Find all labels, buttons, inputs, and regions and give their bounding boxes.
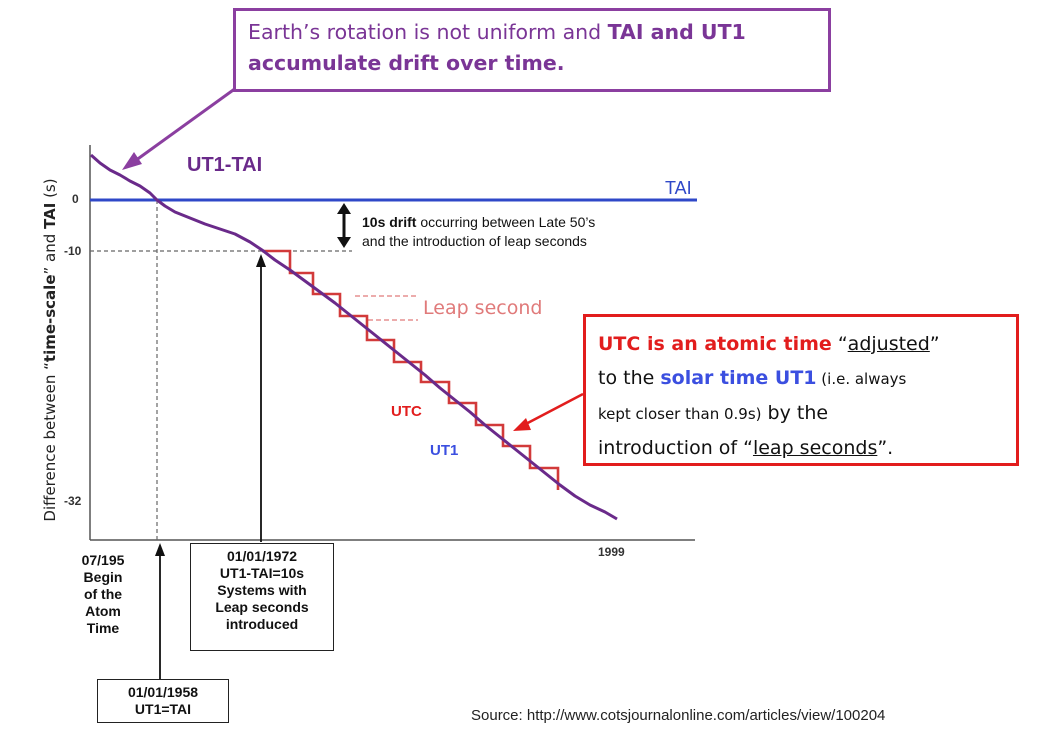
year-1999: 1999 bbox=[598, 545, 625, 559]
atom-time-l1: 07/195 bbox=[81, 552, 125, 568]
drift-callout-bold: TAI and UT1 accumulate drift over time. bbox=[248, 20, 746, 75]
box-1972-l3: Systems with bbox=[217, 582, 307, 598]
arrow-1972-head bbox=[256, 254, 266, 267]
atom-time-label: 07/195 Begin of the Atom Time bbox=[68, 552, 138, 637]
utc-callout-l4-post: ”. bbox=[877, 437, 894, 459]
ut1-tai-label: UT1-TAI bbox=[187, 154, 263, 176]
drift-callout-plain: Earth’s rotation is not uniform and bbox=[248, 20, 608, 44]
leap-second-label: Leap second bbox=[423, 297, 543, 319]
utc-callout-arrowhead bbox=[513, 418, 531, 431]
drift-note-line1: 10s drift occurring between Late 50’s bbox=[362, 214, 595, 230]
source-credit: Source: http://www.cotsjournalonline.com… bbox=[471, 707, 886, 724]
utc-callout-line4: introduction of “leap seconds”. bbox=[598, 431, 1004, 465]
y-axis-title-tai: TAI bbox=[41, 202, 59, 229]
utc-callout-l3-small: kept closer than 0.9s) bbox=[598, 405, 762, 423]
utc-callout-line3: kept closer than 0.9s) by the bbox=[598, 396, 1004, 431]
box-1958: 01/01/1958 UT1=TAI bbox=[97, 679, 229, 723]
ut1-label: UT1 bbox=[430, 442, 459, 459]
tai-label: TAI bbox=[665, 178, 692, 198]
box-1958-l2: UT1=TAI bbox=[134, 701, 192, 717]
drift-callout-arrow bbox=[127, 86, 237, 168]
utc-callout-q2: ” bbox=[929, 333, 940, 355]
box-1972-l1: 01/01/1972 bbox=[226, 548, 298, 564]
utc-callout-line1: UTC is an atomic time “adjusted” bbox=[598, 327, 1004, 361]
y-axis-title: Difference between “time-scale” and TAI … bbox=[41, 178, 59, 521]
utc-callout-l3-rest: by the bbox=[761, 402, 829, 424]
utc-callout-leap: leap seconds bbox=[752, 437, 878, 459]
utc-callout-adjusted: adjusted bbox=[847, 333, 930, 355]
tick-minus32: -32 bbox=[64, 494, 82, 508]
drift-callout-arrowhead bbox=[122, 152, 142, 170]
utc-callout-q1: “ bbox=[831, 333, 848, 355]
box-1972: 01/01/1972 UT1-TAI=10s Systems with Leap… bbox=[190, 543, 334, 651]
utc-staircase bbox=[262, 249, 560, 490]
tick-minus10: -10 bbox=[64, 244, 82, 258]
y-axis-title-unit: (s) bbox=[41, 178, 59, 203]
utc-callout-arrow bbox=[521, 392, 584, 428]
atom-time-l2: Begin bbox=[83, 569, 123, 585]
box-1972-l4: Leap seconds bbox=[215, 599, 309, 615]
utc-callout-l4-pre: introduction of “ bbox=[598, 437, 753, 459]
utc-label: UTC bbox=[391, 403, 422, 420]
ut1-curve bbox=[90, 153, 618, 521]
y-axis-title-pre: Difference between “ bbox=[41, 362, 59, 522]
y-axis-title-mid: ” and bbox=[41, 228, 59, 275]
arrow-1958-head bbox=[155, 543, 165, 556]
drift-arrow-down bbox=[337, 237, 351, 248]
box-1958-l1: 01/01/1958 bbox=[127, 684, 199, 700]
drift-arrow-up bbox=[337, 203, 351, 214]
tick-0: 0 bbox=[72, 192, 79, 206]
atom-time-l3: of the bbox=[83, 586, 123, 602]
y-axis-title-timescale: time-scale bbox=[41, 274, 59, 363]
utc-callout-red: UTC is an atomic time bbox=[598, 333, 832, 355]
box-1972-l2: UT1-TAI=10s bbox=[219, 565, 305, 581]
drift-note-rest: occurring between Late 50’s bbox=[416, 214, 596, 230]
drift-note-bold: 10s drift bbox=[362, 214, 417, 230]
utc-callout-l2-small: (i.e. always bbox=[816, 370, 907, 388]
utc-callout-l2-pre: to the bbox=[598, 367, 661, 389]
utc-callout: UTC is an atomic time “adjusted” to the … bbox=[583, 314, 1019, 466]
box-1972-l5: introduced bbox=[225, 616, 299, 632]
atom-time-l5: Time bbox=[86, 620, 120, 636]
utc-callout-solar: solar time UT1 bbox=[660, 367, 817, 389]
atom-time-l4: Atom bbox=[85, 603, 121, 619]
drift-callout: Earth’s rotation is not uniform and TAI … bbox=[233, 8, 831, 92]
drift-note-line2: and the introduction of leap seconds bbox=[362, 233, 587, 249]
utc-callout-line2: to the solar time UT1 (i.e. always bbox=[598, 361, 1004, 396]
